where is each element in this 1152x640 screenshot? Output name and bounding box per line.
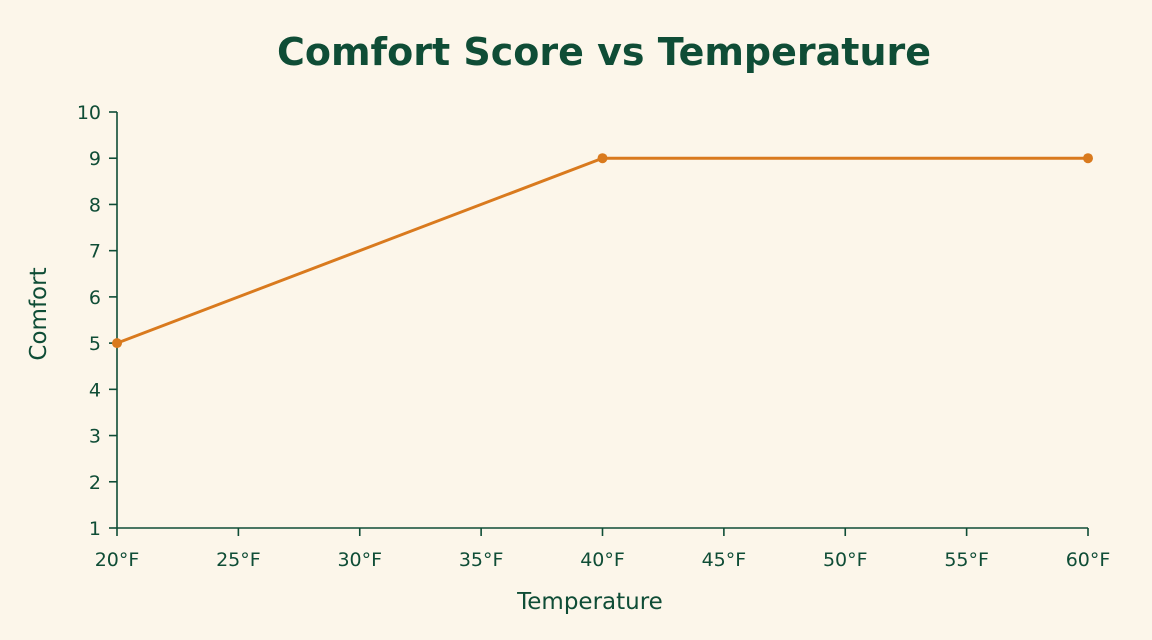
data-point xyxy=(597,153,608,164)
y-tick-label: 6 xyxy=(89,287,101,309)
x-axis-ticks: 20°F 25°F 30°F 35°F 40°F 45°F 50°F 55°F 60°F xyxy=(95,528,1111,571)
y-tick-label: 5 xyxy=(89,333,101,355)
x-tick-label: 60°F xyxy=(1066,549,1111,571)
x-tick-label: 50°F xyxy=(823,549,868,571)
series-layer xyxy=(112,153,1093,349)
data-point xyxy=(1083,153,1093,164)
x-tick-label: 20°F xyxy=(95,549,140,571)
y-tick-label: 8 xyxy=(89,194,101,216)
data-point xyxy=(112,338,122,349)
y-tick-label: 4 xyxy=(89,379,101,401)
x-tick-label: 45°F xyxy=(702,549,747,571)
y-tick-label: 7 xyxy=(89,241,101,263)
y-tick-label: 1 xyxy=(89,518,101,540)
x-tick-label: 30°F xyxy=(337,549,382,571)
y-tick-label: 9 xyxy=(89,148,101,170)
y-tick-label: 2 xyxy=(89,472,101,494)
y-tick-label: 3 xyxy=(89,426,101,448)
y-axis-ticks: 1 2 3 4 5 6 7 8 9 10 xyxy=(77,102,117,540)
chart-title: Comfort Score vs Temperature xyxy=(277,30,931,74)
x-tick-label: 55°F xyxy=(944,549,989,571)
y-tick-label: 10 xyxy=(77,102,101,124)
x-tick-label: 35°F xyxy=(459,549,504,571)
x-axis-label: Temperature xyxy=(516,589,663,615)
y-axis-label: Comfort xyxy=(26,267,52,360)
x-tick-label: 25°F xyxy=(216,549,261,571)
x-tick-label: 40°F xyxy=(580,549,625,571)
